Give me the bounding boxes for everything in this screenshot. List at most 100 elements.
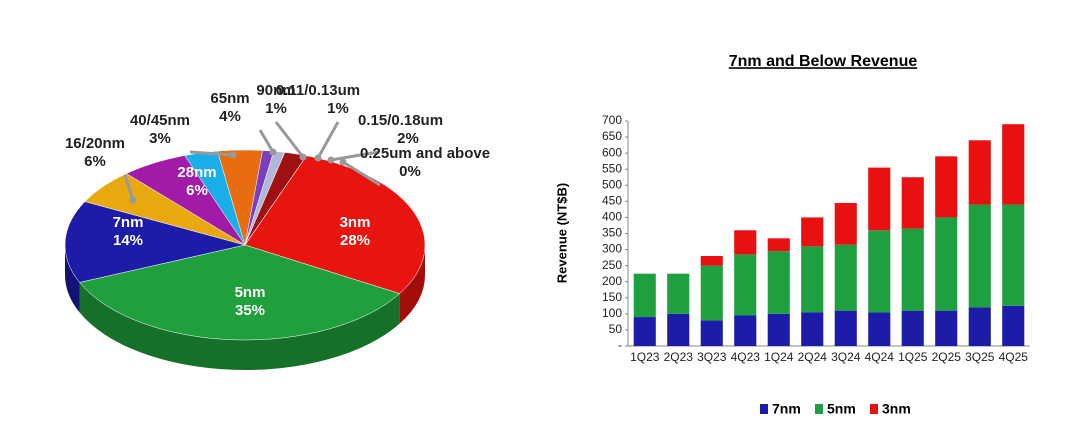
x-tick-label: 4Q24 (865, 350, 895, 364)
bar (633, 317, 656, 346)
slice-label: 16/20nm (65, 135, 125, 152)
bar (935, 310, 958, 346)
leader-line (342, 160, 381, 187)
y-tick-label: 150 (602, 290, 622, 304)
chart-title: 7nm and Below Revenue (729, 53, 918, 70)
bar (1002, 124, 1025, 205)
leader-line (316, 121, 340, 159)
y-tick-label: 350 (602, 226, 622, 240)
y-tick-label: 700 (602, 113, 622, 127)
slice-label: 0.15/0.18um (358, 112, 443, 129)
bar (767, 238, 790, 252)
slice-label: 40/45nm (130, 112, 190, 129)
slice-label: 7nm (113, 214, 144, 231)
bar (935, 156, 958, 218)
bar (801, 312, 824, 346)
y-tick-label: 600 (602, 145, 622, 159)
bar (968, 307, 991, 346)
slice-label: 90nm (256, 82, 295, 99)
leader-dot (229, 151, 237, 159)
slice-value-label: 14% (113, 232, 143, 249)
x-tick-label: 1Q23 (630, 350, 660, 364)
bar (868, 230, 891, 313)
slice-value-label: 3% (149, 130, 171, 147)
bar (1002, 305, 1025, 346)
x-tick-label: 4Q25 (999, 350, 1029, 364)
leader-line (258, 129, 275, 153)
y-tick-label: - (618, 338, 622, 352)
pie-side (399, 245, 425, 324)
bar (801, 217, 824, 247)
y-tick-label: 200 (602, 274, 622, 288)
bar (901, 177, 924, 229)
y-tick-label: 650 (602, 129, 622, 143)
x-tick-label: 3Q24 (831, 350, 861, 364)
bar (700, 265, 723, 321)
slice-label: 65nm (210, 90, 249, 107)
legend-label: 7nm (772, 401, 801, 417)
legend-label: 5nm (827, 401, 856, 417)
bar (633, 273, 656, 318)
slice-value-label: 6% (84, 153, 106, 170)
x-tick-label: 2Q23 (664, 350, 694, 364)
bar (868, 312, 891, 346)
slice-value-label: 6% (186, 182, 208, 199)
y-tick-label: 450 (602, 194, 622, 208)
bar (901, 310, 924, 346)
bar (734, 254, 757, 316)
legend-swatch (870, 404, 878, 414)
x-tick-label: 4Q23 (731, 350, 761, 364)
bar (667, 313, 690, 346)
slice-value-label: 0% (399, 163, 421, 180)
y-tick-label: 400 (602, 210, 622, 224)
pie-slice (64, 201, 246, 283)
bar (968, 140, 991, 205)
pie-side (65, 245, 80, 313)
leader-dot (299, 153, 307, 161)
bar (700, 320, 723, 346)
slice-label: 0.25um and above (360, 145, 490, 162)
leader-dot (327, 156, 335, 164)
y-axis-label: Revenue (NT$B) (554, 183, 569, 283)
bar (834, 244, 857, 311)
slice-value-label: 4% (219, 108, 241, 125)
bar (767, 251, 790, 314)
bar (667, 273, 690, 314)
bar (968, 204, 991, 308)
bar (935, 217, 958, 311)
leader-dot (269, 148, 277, 156)
slice-value-label: 35% (235, 302, 265, 319)
x-tick-label: 2Q25 (932, 350, 962, 364)
x-tick-label: 3Q23 (697, 350, 727, 364)
bar (700, 256, 723, 266)
leader-line (189, 150, 234, 157)
slice-value-label: 2% (397, 130, 419, 147)
bar (834, 310, 857, 346)
y-tick-label: 300 (602, 242, 622, 256)
bar (1002, 204, 1025, 306)
pie-side (79, 282, 400, 370)
slice-label: 3nm (340, 214, 371, 231)
bar (767, 313, 790, 346)
x-tick-label: 3Q25 (965, 350, 995, 364)
slice-value-label: 1% (265, 100, 287, 117)
x-tick-label: 1Q25 (898, 350, 928, 364)
bar (868, 167, 891, 231)
y-tick-label: 250 (602, 258, 622, 272)
legend-swatch (760, 404, 768, 414)
slice-value-label: 1% (327, 100, 349, 117)
legend-label: 3nm (882, 401, 911, 417)
bar (901, 228, 924, 311)
pie-slice (79, 244, 401, 341)
bar (834, 202, 857, 245)
bar (734, 230, 757, 255)
y-tick-label: 500 (602, 177, 622, 191)
x-tick-label: 2Q24 (798, 350, 828, 364)
slice-label: 0.11/0.13um (276, 82, 360, 99)
slice-label: 28nm (177, 164, 216, 181)
leader-dot (129, 196, 137, 204)
bar (801, 246, 824, 313)
legend-swatch (815, 404, 823, 414)
slice-value-label: 28% (340, 232, 370, 249)
